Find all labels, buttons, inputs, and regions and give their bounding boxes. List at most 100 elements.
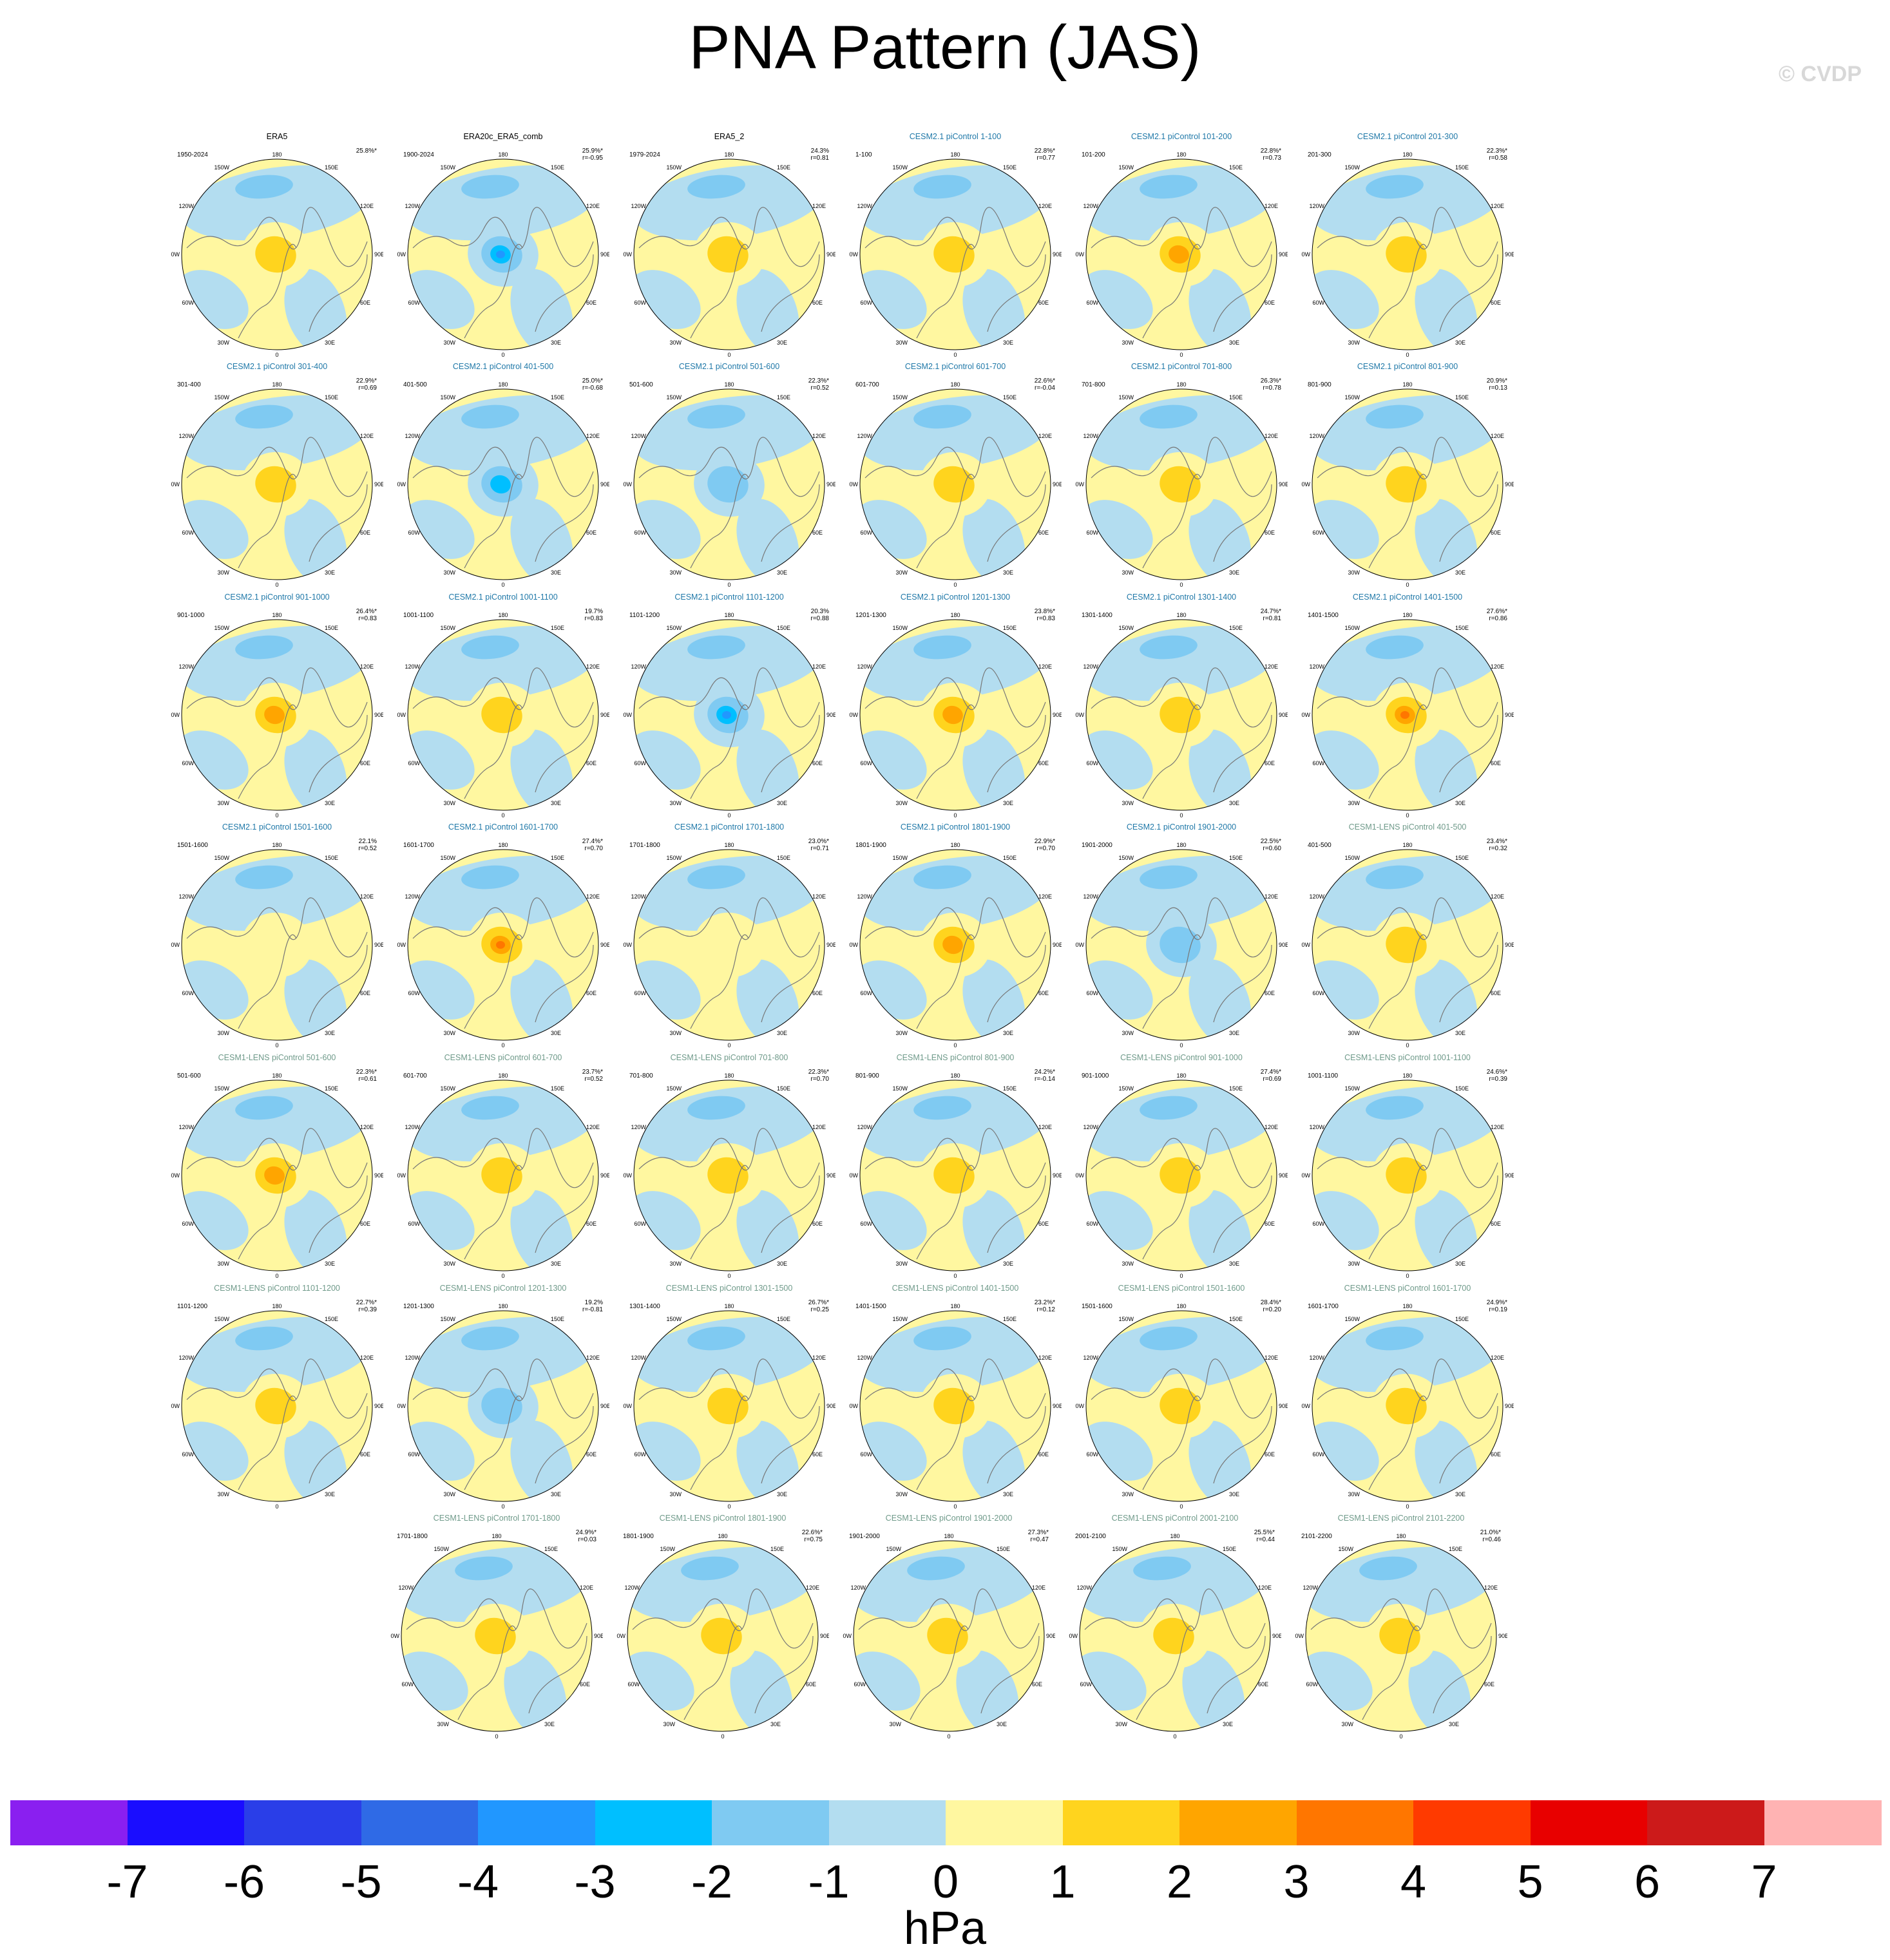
colorbar-swatch <box>1413 1800 1531 1845</box>
longitude-label: 120W <box>1309 893 1324 900</box>
panel-period: 101-200 <box>1082 151 1105 158</box>
longitude-label: 0 <box>501 1042 504 1049</box>
coastline <box>309 714 368 793</box>
polar-map: 180 0 90W 90E 150W 150E 120W 120E 60W 60E 30W 30E <box>397 1072 609 1279</box>
longitude-label: 0 <box>1399 1733 1402 1740</box>
coastline <box>916 243 975 339</box>
polar-map: 180 0 90W 90E 150W 150E 120W 120E 60W 60E 30W 30E <box>1301 842 1514 1049</box>
map-boundary <box>1085 1080 1277 1271</box>
longitude-label: 150W <box>1344 164 1360 171</box>
longitude-label: 90W <box>397 481 406 488</box>
longitude-label: 0 <box>727 1503 730 1510</box>
central-anomaly-contour <box>707 1387 749 1425</box>
longitude-label: 90W <box>623 712 632 718</box>
longitude-label: 0 <box>275 1273 278 1279</box>
panel-variance-explained: 22.3%* <box>1486 147 1507 155</box>
coastline <box>1368 704 1427 799</box>
negative-anomaly-region <box>860 1086 1051 1162</box>
contour-field <box>1086 850 1277 1040</box>
panel-period: 401-500 <box>403 381 427 388</box>
longitude-label: 30E <box>777 1030 787 1036</box>
coastline <box>754 1635 814 1714</box>
central-anomaly-contour <box>1386 466 1427 503</box>
longitude-label: 120E <box>1038 1355 1052 1361</box>
longitude-label: 0 <box>721 1733 724 1740</box>
longitude-label: 120W <box>631 433 646 439</box>
longitude-label: 30E <box>1229 800 1239 806</box>
colorbar-tick-label: 5 <box>1517 1856 1543 1908</box>
longitude-label: 150W <box>666 855 682 861</box>
panel-variance-explained: 22.5%* <box>1260 838 1281 845</box>
longitude-label: 120E <box>1038 663 1052 670</box>
coastline <box>1091 897 1272 958</box>
longitude-label: 120E <box>1265 1124 1278 1130</box>
panel-stats: 24.2%* r=-0.14 <box>1035 1069 1055 1083</box>
panel-pattern-correlation: r=0.03 <box>578 1536 597 1543</box>
longitude-label: 90E <box>826 481 835 488</box>
map-boundary <box>181 849 373 1041</box>
map-panel: CESM1-LENS piControl 2001-2100 2001-2100 2… <box>1069 1514 1281 1746</box>
panel-stats: 25.0%* r=-0.68 <box>582 377 603 392</box>
panel-period: 801-900 <box>1308 381 1332 388</box>
longitude-label: 180 <box>724 842 734 848</box>
longitude-label: 60E <box>586 529 597 536</box>
panel-pattern-correlation: r=0.70 <box>584 845 603 852</box>
longitude-label: 30E <box>1455 1261 1465 1267</box>
polar-map: 180 0 90W 90E 150W 150E 120W 120E 60W 60E 30W 30E <box>171 1072 383 1279</box>
longitude-label: 30W <box>437 1721 449 1727</box>
panel-pattern-correlation: r=0.61 <box>358 1076 377 1083</box>
negative-anomaly-core <box>1133 1556 1191 1581</box>
negative-anomaly-region <box>1086 855 1277 931</box>
panel-variance-explained: 27.6%* <box>1486 608 1507 615</box>
longitude-label: 150W <box>666 1085 682 1092</box>
longitude-label: 30E <box>777 800 787 806</box>
panel-stats: 24.9%* r=0.19 <box>1487 1299 1507 1313</box>
longitude-label: 0 <box>495 1733 498 1740</box>
panel-pattern-correlation: r=0.88 <box>810 615 829 622</box>
longitude-label: 120E <box>586 893 600 900</box>
longitude-label: 150W <box>1118 855 1134 861</box>
negative-anomaly-core <box>1140 865 1198 890</box>
longitude-label: 150E <box>1455 164 1469 171</box>
panel-title: CESM1-LENS piControl 401-500 <box>1348 823 1467 832</box>
polar-map: 180 0 90W 90E 150W 150E 120W 120E 60W 60E 30W 30E <box>849 1303 1062 1510</box>
longitude-label: 60E <box>812 529 823 536</box>
longitude-label: 180 <box>272 612 282 618</box>
contour-field <box>182 159 372 350</box>
map-boundary <box>181 1310 373 1502</box>
longitude-label: 60E <box>806 1681 816 1688</box>
panel-title: CESM2.1 piControl 1801-1900 <box>900 823 1011 832</box>
panel-stats: 24.9%* r=0.03 <box>576 1529 597 1543</box>
map-panel: CESM2.1 piControl 1001-1100 1001-1100 19.7… <box>397 593 609 824</box>
negative-anomaly-core <box>235 175 293 199</box>
map-panel: CESM1-LENS piControl 1201-1300 1201-1300 1… <box>397 1284 609 1516</box>
map-boundary <box>1079 1540 1271 1732</box>
central-anomaly-contour <box>933 1157 975 1194</box>
central-anomaly-contour <box>707 1157 749 1194</box>
longitude-label: 30W <box>1341 1721 1353 1727</box>
longitude-label: 0 <box>727 812 730 819</box>
longitude-label: 30W <box>895 339 908 346</box>
panel-period: 1101-1200 <box>629 612 660 619</box>
longitude-label: 30W <box>443 569 455 576</box>
longitude-label: 120W <box>857 433 872 439</box>
map-panel: CESM2.1 piControl 1701-1800 1701-1800 23.0… <box>623 823 835 1054</box>
panel-period: 1201-1300 <box>403 1303 434 1310</box>
longitude-label: 150E <box>1229 625 1243 631</box>
longitude-label: 60E <box>1491 990 1501 996</box>
coastline <box>1368 243 1427 339</box>
panel-title: CESM2.1 piControl 701-800 <box>1131 362 1232 371</box>
panel-stats: 22.6%* r=0.75 <box>802 1529 823 1543</box>
polar-map: 180 0 90W 90E 150W 150E 120W 120E 60W 60E 30W 30E <box>1075 1303 1288 1510</box>
colorbar-swatch <box>478 1800 595 1845</box>
longitude-label: 150W <box>892 625 908 631</box>
negative-anomaly-core <box>907 1556 965 1581</box>
negative-anomaly-core <box>461 635 519 660</box>
panel-period: 301-400 <box>177 381 201 388</box>
panel-title: CESM1-LENS piControl 1601-1700 <box>1344 1284 1471 1293</box>
longitude-label: 0 <box>1406 1503 1409 1510</box>
negative-anomaly-core <box>687 175 745 199</box>
panel-title: CESM2.1 piControl 1001-1100 <box>448 593 558 602</box>
panel-period: 1501-1600 <box>177 842 208 849</box>
panel-variance-explained: 24.7%* <box>1260 608 1281 615</box>
